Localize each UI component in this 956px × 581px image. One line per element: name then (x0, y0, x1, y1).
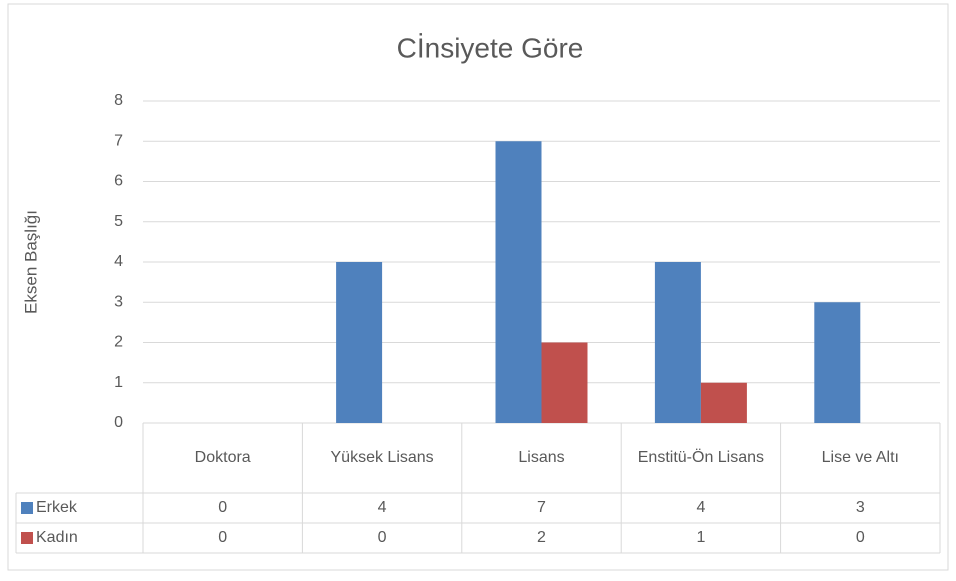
x-tick-label: Yüksek Lisans (330, 449, 434, 466)
x-tick-cell: Lisans (518, 449, 565, 466)
y-tick-label: 8 (114, 92, 123, 109)
legend-label: Erkek (36, 499, 78, 516)
x-tick-label: Lisans (518, 449, 565, 466)
bar (814, 302, 861, 423)
table-value: 1 (696, 529, 705, 546)
bar (495, 141, 542, 423)
table-value: 0 (856, 529, 865, 546)
table-value: 0 (218, 529, 227, 546)
table-value: 0 (378, 529, 387, 546)
bar (654, 262, 701, 423)
table-value: 4 (696, 499, 705, 516)
y-tick-label: 1 (114, 374, 123, 391)
table-value: 4 (378, 499, 387, 516)
legend-swatch (21, 532, 33, 544)
table-value: 3 (856, 499, 865, 516)
x-tick-label: Enstitü-Ön Lisans (637, 449, 765, 466)
y-axis-label: Eksen Başlığı (21, 210, 40, 314)
y-tick-label: 5 (114, 213, 123, 230)
legend-label: Kadın (36, 529, 78, 546)
y-tick-label: 4 (114, 253, 123, 270)
x-tick-cell: Enstitü-Ön Lisans (637, 449, 765, 466)
x-tick-cell: Lise ve Altı (821, 449, 899, 466)
y-tick-label: 0 (114, 414, 123, 431)
y-tick-label: 2 (114, 334, 123, 351)
x-tick-label: Lise ve Altı (821, 449, 899, 466)
table-value: 0 (218, 499, 227, 516)
y-tick-label: 6 (114, 173, 123, 190)
y-tick-label: 7 (114, 132, 123, 149)
bar (700, 382, 747, 423)
table-value: 7 (537, 499, 546, 516)
table-value: 2 (537, 529, 546, 546)
bar (336, 262, 383, 423)
legend-swatch (21, 502, 33, 514)
chart-title: Cİnsiyete Göre (397, 32, 584, 63)
x-tick-cell: Doktora (194, 449, 251, 466)
x-tick-cell: Yüksek Lisans (330, 449, 434, 466)
bar (541, 342, 588, 423)
chart-border (7, 3, 949, 571)
y-tick-label: 3 (114, 293, 123, 310)
x-tick-label: Doktora (194, 449, 251, 466)
